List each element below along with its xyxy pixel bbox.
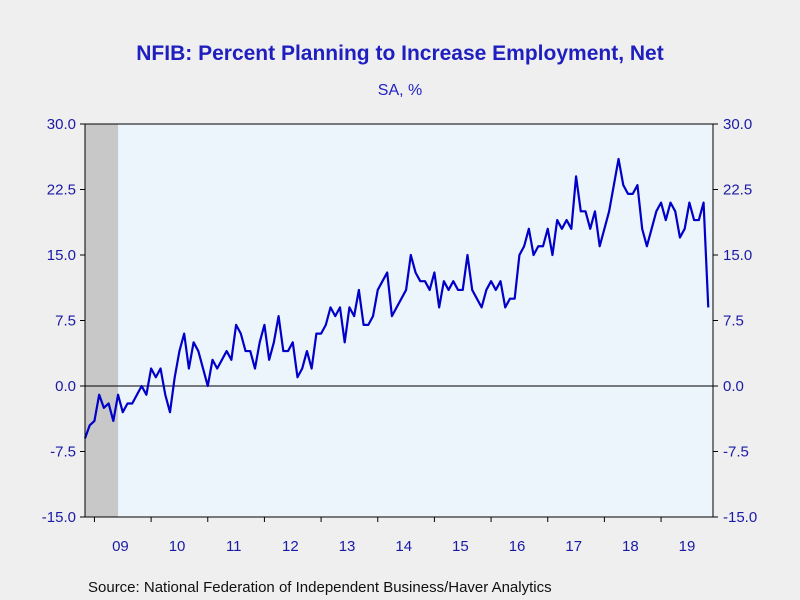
plot-area — [83, 124, 713, 517]
axes: 30.0 30.0 22.5 22.5 15.0 15.0 7.5 7.5 0.0 0.0 -7.5… — [42, 116, 757, 555]
x-tick-label: 10 — [169, 538, 186, 555]
chart-subtitle: SA, % — [378, 82, 422, 99]
x-tick-label: 15 — [452, 538, 469, 555]
y-tick-label-right: 30.0 — [723, 116, 752, 133]
y-tick-label-right: 15.0 — [723, 247, 752, 264]
y-tick-label-left: -7.5 — [50, 444, 76, 461]
y-tick-label-left: 7.5 — [55, 313, 76, 330]
y-tick-label-left: 30.0 — [47, 116, 76, 133]
series-line — [83, 157, 710, 439]
x-tick-label: 16 — [509, 538, 526, 555]
x-tick-label: 13 — [339, 538, 356, 555]
y-tick-label-right: -7.5 — [723, 444, 749, 461]
y-tick-label-left: 0.0 — [55, 378, 76, 395]
x-tick-label: 12 — [282, 538, 299, 555]
x-tick-label: 18 — [622, 538, 639, 555]
x-tick-label: 11 — [226, 538, 242, 555]
y-tick-label-left: 22.5 — [47, 182, 76, 199]
y-tick-label-right: 7.5 — [723, 313, 744, 330]
recession-shade — [85, 124, 119, 517]
y-tick-label-left: -15.0 — [42, 509, 76, 526]
chart-title: NFIB: Percent Planning to Increase Emplo… — [136, 42, 663, 65]
y-tick-label-right: 0.0 — [723, 378, 744, 395]
y-tick-label-right: -15.0 — [723, 509, 757, 526]
x-tick-label: 09 — [112, 538, 129, 555]
plot-background — [85, 124, 713, 517]
x-tick-label: 14 — [395, 538, 412, 555]
source-note: Source: National Federation of Independe… — [88, 579, 552, 596]
x-tick-label: 19 — [679, 538, 696, 555]
y-tick-label-left: 15.0 — [47, 247, 76, 264]
x-tick-label: 17 — [565, 538, 582, 555]
y-tick-label-right: 22.5 — [723, 182, 752, 199]
